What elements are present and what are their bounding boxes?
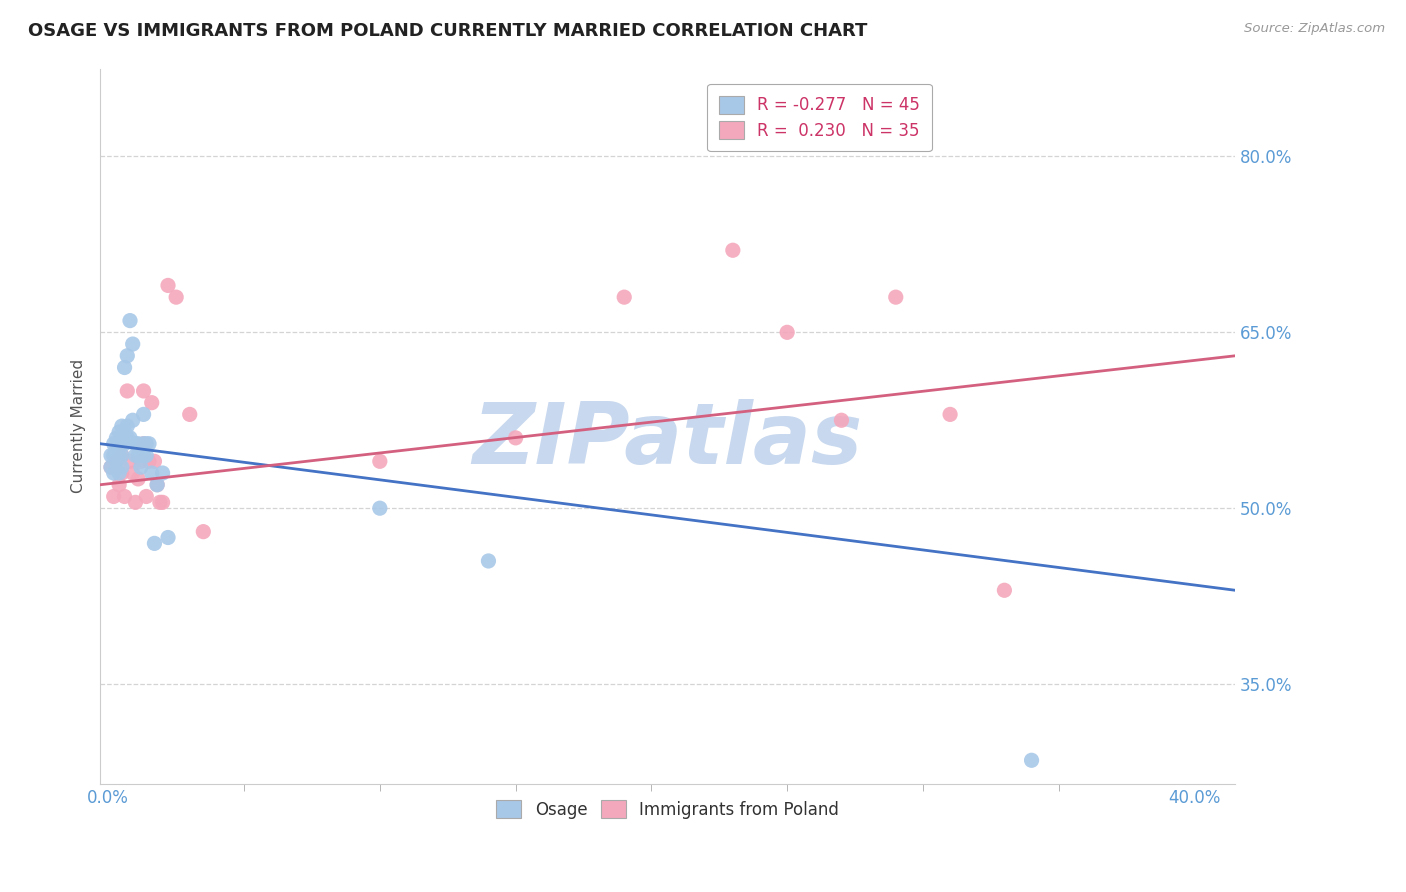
Point (993, 583, 1015, 598)
Point (368, 454, 391, 468)
Point (141, 395, 163, 409)
Point (100, 460, 122, 475)
Point (830, 413, 852, 427)
Point (613, 290, 636, 304)
Point (135, 490, 157, 504)
Point (117, 384, 139, 398)
Point (143, 454, 166, 468)
Point (114, 490, 136, 504)
Point (721, 244, 744, 258)
Text: ZIPatlas: ZIPatlas (472, 399, 863, 482)
Point (141, 466, 163, 480)
Point (124, 449, 146, 463)
Point (103, 490, 125, 504)
Point (111, 449, 134, 463)
Point (1021, 753, 1043, 767)
Point (108, 477, 131, 491)
Point (165, 290, 187, 304)
Point (505, 431, 527, 445)
Point (132, 384, 155, 398)
Point (127, 472, 149, 486)
Point (105, 454, 128, 468)
Point (118, 454, 141, 468)
Point (138, 454, 160, 468)
Point (121, 466, 143, 480)
Point (127, 449, 149, 463)
Point (105, 431, 128, 445)
Point (114, 436, 136, 450)
Point (103, 436, 125, 450)
Point (179, 408, 201, 422)
Point (100, 460, 122, 475)
Point (776, 326, 799, 340)
Point (368, 501, 391, 516)
Point (884, 290, 907, 304)
Point (108, 466, 131, 480)
Point (118, 313, 141, 327)
Point (193, 524, 215, 539)
Point (103, 466, 125, 480)
Point (132, 449, 155, 463)
Point (157, 531, 180, 545)
Point (105, 442, 128, 457)
Point (108, 449, 131, 463)
Point (121, 413, 143, 427)
Point (111, 460, 134, 475)
Point (121, 337, 143, 351)
Point (118, 431, 141, 445)
Point (132, 436, 155, 450)
Point (146, 477, 169, 491)
Point (111, 436, 134, 450)
Point (100, 449, 122, 463)
Point (108, 425, 131, 439)
Point (939, 408, 962, 422)
Point (114, 360, 136, 375)
Point (105, 454, 128, 468)
Point (127, 436, 149, 450)
Point (124, 436, 146, 450)
Text: Source: ZipAtlas.com: Source: ZipAtlas.com (1244, 22, 1385, 36)
Point (117, 431, 139, 445)
Point (135, 436, 157, 450)
Point (149, 495, 172, 509)
Point (477, 554, 499, 568)
Point (157, 278, 180, 293)
Point (114, 425, 136, 439)
Point (135, 449, 157, 463)
Point (143, 536, 166, 550)
Point (103, 449, 125, 463)
Point (117, 419, 139, 434)
Point (132, 436, 155, 450)
Point (111, 449, 134, 463)
Point (117, 349, 139, 363)
Point (111, 466, 134, 480)
Point (132, 408, 155, 422)
Legend: Osage, Immigrants from Poland: Osage, Immigrants from Poland (489, 794, 845, 825)
Point (152, 495, 174, 509)
Point (111, 419, 134, 434)
Point (129, 454, 152, 468)
Point (124, 495, 146, 509)
Point (152, 466, 174, 480)
Y-axis label: Currently Married: Currently Married (72, 359, 86, 493)
Point (138, 436, 160, 450)
Point (146, 477, 169, 491)
Text: OSAGE VS IMMIGRANTS FROM POLAND CURRENTLY MARRIED CORRELATION CHART: OSAGE VS IMMIGRANTS FROM POLAND CURRENTL… (28, 22, 868, 40)
Point (129, 460, 152, 475)
Point (108, 436, 131, 450)
